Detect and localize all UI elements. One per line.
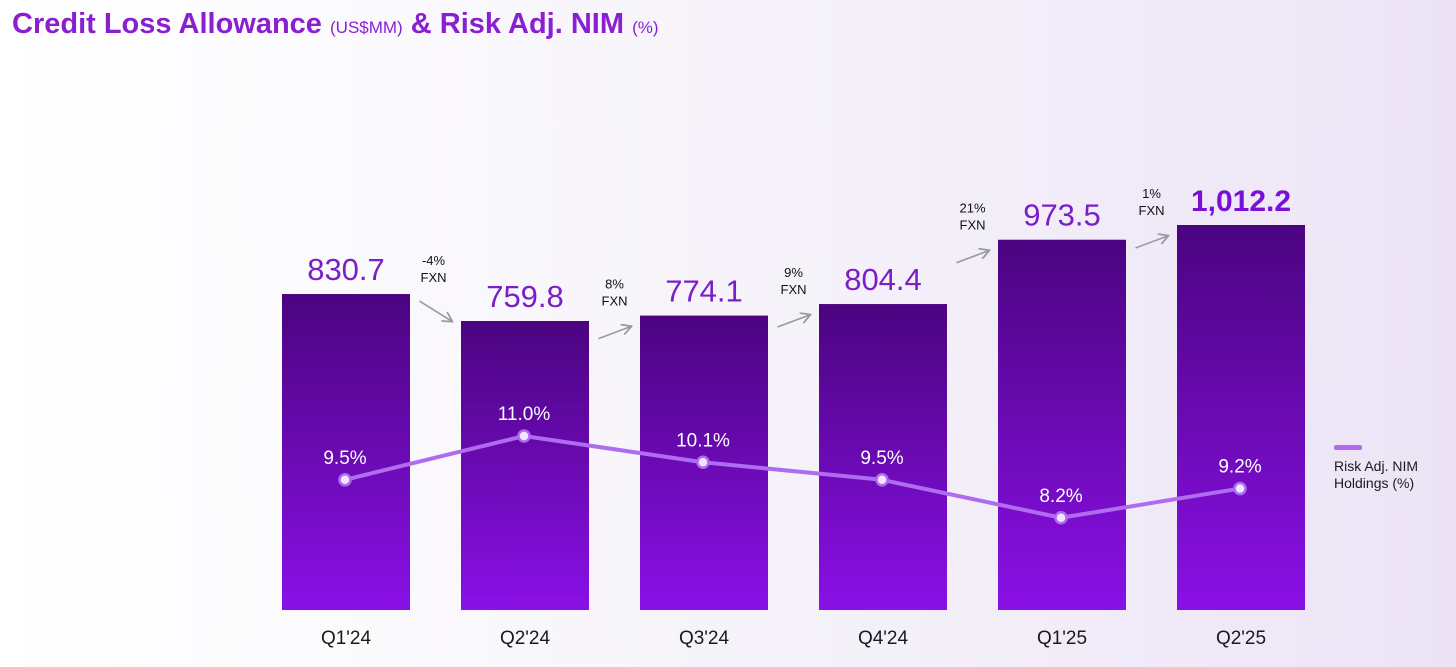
legend: Risk Adj. NIM Holdings (%): [1334, 445, 1444, 492]
x-tick-label-6: Q2'25: [1216, 628, 1266, 649]
nim-line: [344, 434, 1241, 520]
growth-arrow-1: [419, 300, 452, 321]
x-tick-label-4: Q4'24: [858, 628, 909, 649]
growth-arrow-4: [956, 251, 989, 264]
growth-basis-1: FXN: [421, 270, 447, 285]
growth-basis-3: FXN: [781, 282, 807, 297]
title-main: Credit Loss Allowance: [12, 8, 322, 40]
nim-point-4: [875, 473, 889, 487]
growth-basis-5: FXN: [1139, 203, 1165, 218]
title-unit-pct: (%): [632, 18, 659, 37]
nim-value-label-2: 11.0%: [498, 404, 551, 425]
nim-point-3: [696, 455, 710, 470]
bar-value-label-6: 1,012.2: [1191, 185, 1291, 218]
nim-value-label-3: 10.1%: [676, 430, 730, 451]
nim-value-label-1: 9.5%: [323, 448, 366, 469]
growth-pct-3: 9%: [784, 265, 803, 280]
nim-point-6: [1233, 481, 1247, 496]
growth-pct-1: -4%: [422, 253, 446, 268]
nim-point-2: [517, 429, 531, 443]
x-tick-label-5: Q1'25: [1037, 628, 1087, 649]
x-tick-label-1: Q1'24: [321, 628, 372, 649]
growth-basis-4: FXN: [960, 218, 986, 233]
growth-arrow-3: [777, 315, 810, 328]
bar-value-label-1: 830.7: [307, 252, 385, 287]
bar-5: [998, 239, 1126, 610]
nim-value-label-5: 8.2%: [1039, 486, 1082, 507]
growth-pct-2: 8%: [605, 277, 624, 292]
growth-pct-4: 21%: [959, 201, 985, 216]
bar-2: [461, 321, 589, 610]
bar-value-label-5: 973.5: [1023, 198, 1101, 233]
bar-value-label-2: 759.8: [486, 279, 564, 314]
title-secondary: & Risk Adj. NIM: [410, 8, 625, 40]
growth-arrow-5: [1135, 236, 1168, 249]
x-tick-label-3: Q3'24: [679, 628, 730, 649]
growth-pct-5: 1%: [1142, 186, 1161, 201]
bar-value-label-4: 804.4: [844, 262, 922, 297]
growth-basis-2: FXN: [602, 294, 628, 309]
x-tick-label-2: Q2'24: [500, 628, 551, 649]
title-unit-usd: (US$MM): [330, 18, 403, 37]
nim-point-5: [1054, 511, 1068, 525]
nim-value-label-4: 9.5%: [860, 448, 903, 469]
growth-arrow-2: [598, 327, 631, 340]
nim-point-1: [338, 473, 352, 487]
bar-6: [1177, 225, 1305, 610]
bar-1: [282, 294, 410, 610]
legend-label-nim: Risk Adj. NIM Holdings (%): [1334, 458, 1419, 491]
legend-swatch-nim: [1334, 445, 1362, 450]
bar-value-label-3: 774.1: [665, 274, 743, 309]
bar-4: [819, 304, 947, 610]
nim-value-label-6: 9.2%: [1218, 457, 1261, 478]
chart-title: Credit Loss Allowance (US$MM) & Risk Adj…: [12, 8, 659, 41]
